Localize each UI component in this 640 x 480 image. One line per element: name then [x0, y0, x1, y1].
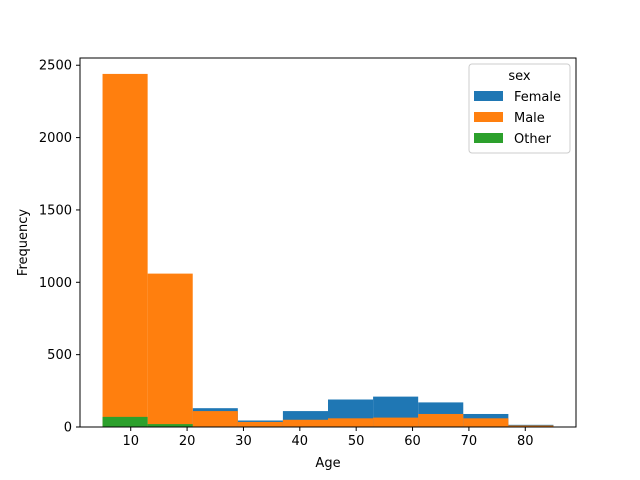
y-tick-label: 0	[64, 421, 72, 436]
bars-group	[102, 73, 554, 427]
bar-male-bin-4	[282, 419, 328, 427]
legend-swatch-male	[474, 112, 503, 122]
x-tick-label: 40	[292, 434, 309, 449]
legend-swatch-other	[474, 133, 503, 143]
legend-title: sex	[508, 69, 531, 84]
bar-male-bin-9	[508, 425, 554, 427]
y-tick-label: 1500	[39, 203, 72, 218]
bar-male-bin-1	[147, 273, 193, 427]
x-tick-label: 80	[517, 434, 534, 449]
legend-label-male: Male	[514, 111, 545, 126]
y-tick-label: 2500	[39, 59, 72, 74]
bar-male-bin-0	[102, 73, 148, 427]
y-tick-label: 2000	[39, 131, 72, 146]
y-tick-label: 500	[47, 348, 72, 363]
x-tick-label: 50	[348, 434, 365, 449]
x-tick-label: 30	[235, 434, 252, 449]
bar-other-bin-1	[147, 424, 193, 427]
legend-label-female: Female	[514, 90, 561, 105]
y-axis-ticks: 0 500 1000 1500 2000 2500	[39, 59, 80, 436]
x-axis-label: Age	[315, 456, 340, 471]
legend-label-other: Other	[514, 132, 552, 147]
x-tick-label: 20	[179, 434, 196, 449]
y-axis-label: Frequency	[16, 209, 31, 276]
y-tick-label: 1000	[39, 276, 72, 291]
legend-swatch-female	[474, 91, 503, 101]
legend-box	[468, 63, 571, 154]
bar-male-bin-5	[328, 418, 374, 427]
x-tick-label: 10	[122, 434, 139, 449]
x-tick-label: 60	[404, 434, 421, 449]
axes-frame	[79, 57, 577, 428]
bar-male-bin-8	[463, 418, 509, 427]
x-axis-ticks: 10 20 30 40 50 60 70 80	[122, 427, 534, 449]
legend: sex Female Male Other	[468, 63, 571, 154]
bar-male-bin-2	[192, 411, 238, 427]
bar-other-bin-0	[102, 416, 148, 427]
bar-male-bin-3	[237, 421, 283, 427]
bar-male-bin-7	[418, 413, 464, 427]
bar-male-bin-6	[373, 417, 419, 427]
x-tick-label: 70	[461, 434, 478, 449]
